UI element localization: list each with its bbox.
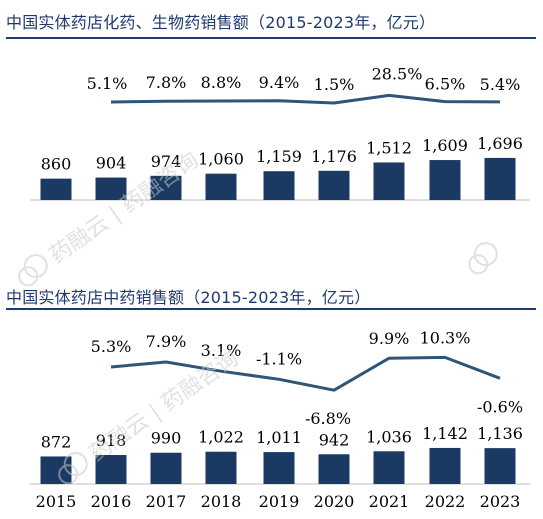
growth-rate-line [110, 355, 501, 392]
chart-2-title-rule [6, 308, 536, 310]
growth-rate-label: -0.6% [477, 397, 523, 416]
growth-rate-label: 1.5% [314, 75, 355, 94]
bar-value-label: 1,060 [198, 150, 244, 169]
bar-value-label: 1,159 [256, 147, 302, 166]
bar-2021 [373, 451, 405, 484]
bar-value-label: 974 [151, 152, 182, 171]
growth-rate-label: 5.4% [480, 75, 521, 94]
chart-2: 872 2015 918 2016 990 2017 1,022 2018 1,011 2019 9… [30, 328, 530, 511]
bar-value-label: 1,512 [366, 138, 412, 157]
growth-rate-line [110, 93, 501, 105]
bar-2016 [95, 177, 127, 200]
bar-value-label: 942 [319, 430, 350, 449]
bar-2015 [40, 456, 72, 484]
x-tick-label: 2015 [36, 492, 77, 511]
bar-2019 [263, 171, 295, 200]
bar-value-label: 1,176 [311, 147, 357, 166]
bar-value-label: 1,136 [477, 424, 523, 443]
bar-2021 [373, 162, 405, 200]
x-tick-label: 2021 [369, 492, 410, 511]
cloud-logo-icon [468, 242, 498, 275]
bar-2020 [318, 454, 350, 484]
bar-2023 [484, 157, 516, 200]
bar-value-label: 1,022 [198, 428, 244, 447]
chart-1-title: 中国实体药店化药、生物药销售额（2015-2023年，亿元） [6, 13, 436, 32]
bar-value-label: 860 [41, 155, 72, 174]
growth-rate-label: 5.3% [91, 337, 132, 356]
bar-value-label: 990 [151, 429, 182, 448]
x-tick-label: 2018 [201, 492, 242, 511]
x-tick-label: 2022 [425, 492, 466, 511]
chart-2-title: 中国实体药店中药销售额（2015-2023年，亿元） [6, 288, 371, 307]
bar-2017 [150, 175, 182, 200]
bar-2018 [205, 173, 237, 200]
growth-rate-label: 10.3% [420, 328, 471, 347]
growth-rate-label: 9.9% [369, 329, 410, 348]
bar-2019 [263, 452, 295, 484]
x-tick-label: 2017 [146, 492, 187, 511]
growth-rate-label: -6.8% [305, 409, 351, 428]
bar-value-label: 1,696 [477, 134, 523, 153]
bar-2022 [429, 160, 461, 200]
bar-2018 [205, 451, 237, 484]
x-tick-label: 2016 [91, 492, 132, 511]
bar-value-label: 918 [96, 431, 127, 450]
watermark-logo-3 [468, 242, 498, 275]
growth-rate-label: 3.1% [201, 341, 242, 360]
growth-rate-label: 5.1% [87, 74, 128, 93]
growth-rate-label: 8.8% [201, 73, 242, 92]
growth-rate-label: 7.8% [146, 73, 187, 92]
growth-rate-label: 6.5% [425, 75, 466, 94]
x-tick-label: 2019 [259, 492, 300, 511]
bar-value-label: 1,011 [256, 428, 302, 447]
bar-value-label: 1,142 [422, 424, 468, 443]
bar-2020 [318, 170, 350, 200]
growth-rate-label: 28.5% [372, 64, 423, 83]
chart-1: 8602015904201697420171,06020181,15920191… [30, 64, 530, 201]
bar-value-label: 872 [41, 432, 72, 451]
bar-value-label: 1,036 [366, 427, 412, 446]
growth-rate-label: 7.9% [146, 332, 187, 351]
growth-rate-label: 9.4% [259, 73, 300, 92]
bar-2015 [40, 178, 72, 200]
bar-value-label: 1,609 [422, 136, 468, 155]
bar-2017 [150, 452, 182, 484]
bar-2016 [95, 455, 127, 484]
bar-value-label: 904 [96, 154, 127, 173]
x-tick-label: 2020 [314, 492, 355, 511]
chart-1-title-rule [6, 37, 536, 39]
x-tick-label: 2023 [480, 492, 521, 511]
bar-2022 [429, 447, 461, 484]
growth-rate-label: -1.1% [256, 349, 302, 368]
bar-2023 [484, 448, 516, 484]
